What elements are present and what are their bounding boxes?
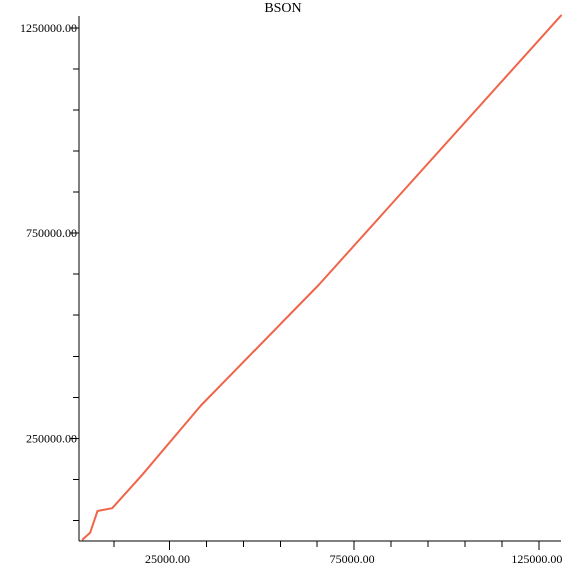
x-tick-label: 25000.00 [145, 552, 190, 566]
x-axis-ticks: 25000.00 75000.00 125000.00 [113, 541, 562, 566]
y-tick-label: 250000.00 [26, 431, 77, 445]
x-tick-label: 75000.00 [330, 552, 375, 566]
y-axis-ticks: 250000.00 750000.00 1250000.00 [20, 21, 79, 521]
y-tick-label: 1250000.00 [20, 21, 77, 35]
chart-title: BSON [264, 1, 301, 16]
series-layer [81, 14, 562, 541]
x-tick-label: 125000.00 [511, 552, 562, 566]
series-line [81, 14, 562, 541]
y-tick-label: 750000.00 [26, 226, 77, 240]
